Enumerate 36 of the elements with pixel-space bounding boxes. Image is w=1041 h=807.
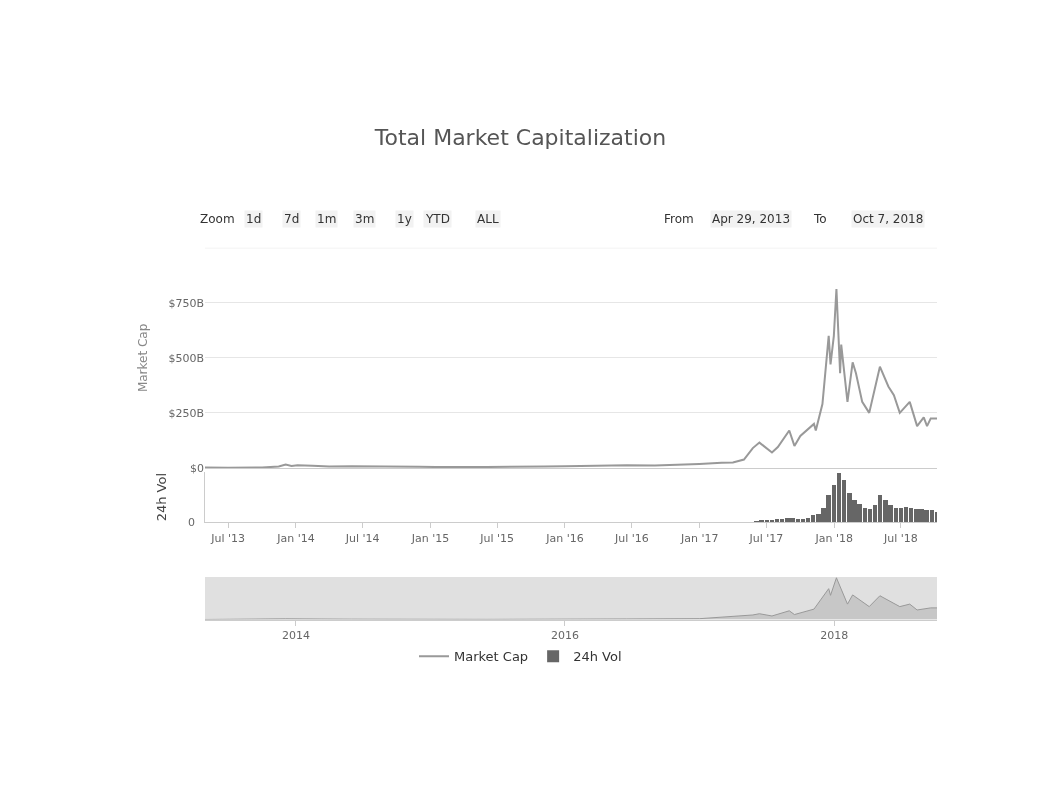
x-tick-label: Jul '16 [614, 531, 649, 545]
text: 0 [188, 516, 195, 529]
x-tick-label: Jan '18 [814, 531, 853, 545]
text: 1y [397, 212, 412, 226]
x-tick-label: Jan '14 [276, 531, 315, 545]
x-tick-label: Jan '16 [545, 531, 584, 545]
x-tick-label: 2016 [550, 628, 579, 642]
x-tick-label: 2014 [281, 628, 310, 642]
x-tick-label: Jan '15 [410, 531, 450, 545]
text: To [813, 212, 827, 226]
text: Oct 7, 2018 [853, 212, 924, 226]
text: YTD [425, 212, 450, 226]
x-tick-label: 2018 [820, 628, 849, 642]
text: 1d [246, 212, 262, 226]
y-tick-label: $500B [168, 351, 204, 365]
text: 7d [284, 212, 300, 226]
text: 1m [317, 212, 337, 226]
x-tick-label: Jul '14 [344, 531, 380, 545]
chart-title: Total Market Capitalization [373, 124, 667, 150]
x-tick-label: Jul '18 [883, 531, 918, 545]
text: Zoom [200, 212, 235, 226]
y-tick-label: $0 [190, 461, 204, 475]
text: From [664, 212, 694, 226]
x-tick-label: Jul '13 [210, 531, 246, 545]
text: 3m [355, 212, 375, 226]
legend-label: Market Cap [454, 649, 529, 665]
x-tick-label: Jul '15 [479, 531, 515, 545]
x-tick-label: Jul '17 [748, 531, 784, 545]
text: ALL [477, 212, 499, 226]
y-axis-title: Market Cap [135, 323, 150, 393]
y-tick-label: $750B [168, 296, 204, 310]
x-tick-label: Jan '17 [680, 531, 719, 545]
y-axis-title: 24h Vol [153, 472, 169, 522]
legend-label: 24h Vol [573, 649, 622, 665]
text: Apr 29, 2013 [712, 212, 791, 226]
y-tick-label: $250B [168, 406, 204, 420]
